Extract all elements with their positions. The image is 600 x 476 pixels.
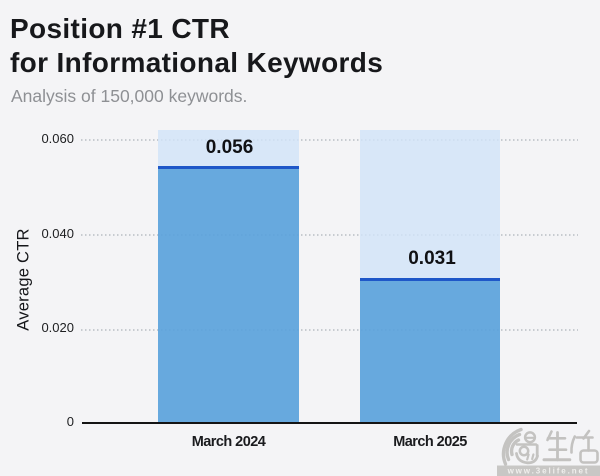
svg-text:www.3elife.net: www.3elife.net [507,467,590,476]
